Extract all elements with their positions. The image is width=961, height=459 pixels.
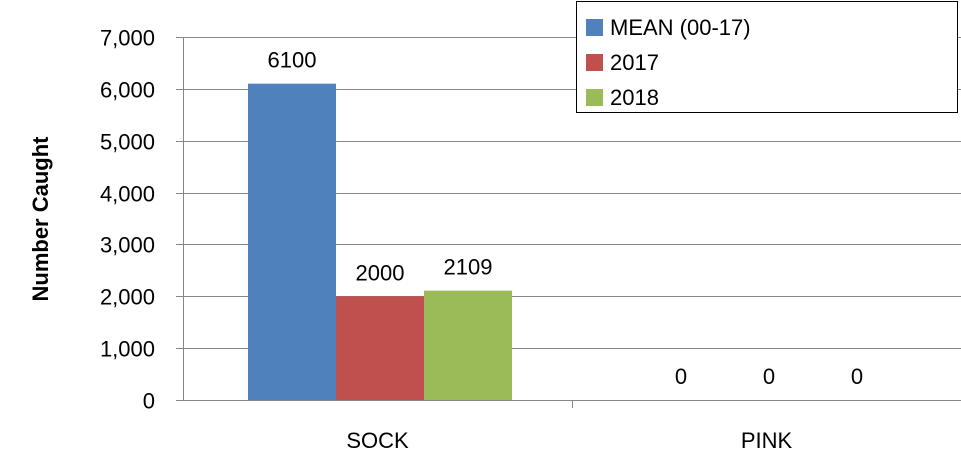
data-label: 2109 [444, 255, 493, 280]
y-tick-label: 3,000 [100, 233, 155, 258]
data-label: 6100 [268, 48, 317, 73]
legend-label: 2018 [610, 85, 659, 110]
axes [176, 37, 961, 408]
y-tick-label: 2,000 [100, 285, 155, 310]
legend-box [576, 1, 958, 113]
tick-labels: 0 1,000 2,000 3,000 4,000 5,000 6,000 7,000 SOCK… [100, 26, 793, 454]
data-labels: 6100 0 2000 0 2109 0 [268, 48, 864, 389]
legend-swatch [586, 89, 603, 106]
bars [248, 83, 512, 401]
y-tick-label: 7,000 [100, 26, 155, 51]
y-tick-label: 5,000 [100, 130, 155, 155]
data-label: 0 [675, 364, 687, 389]
bar-sock-0 [248, 83, 336, 401]
legend: MEAN (00-17) 2017 2018 [576, 1, 958, 113]
y-tick-label: 6,000 [100, 78, 155, 103]
legend-label: MEAN (00-17) [610, 15, 751, 40]
legend-swatch [586, 19, 603, 36]
y-tick-label: 0 [143, 389, 155, 414]
data-label: 0 [851, 364, 863, 389]
bar-sock-2 [424, 290, 512, 400]
y-axis-title: Number Caught [28, 136, 53, 302]
legend-label: 2017 [610, 50, 659, 75]
bar-sock-1 [336, 296, 424, 400]
y-tick-label: 4,000 [100, 182, 155, 207]
x-tick-label-pink: PINK [741, 428, 793, 453]
y-tick-label: 1,000 [100, 337, 155, 362]
data-label: 2000 [356, 260, 405, 285]
legend-swatch [586, 54, 603, 71]
data-label: 0 [763, 364, 775, 389]
x-tick-label-sock: SOCK [346, 428, 409, 453]
